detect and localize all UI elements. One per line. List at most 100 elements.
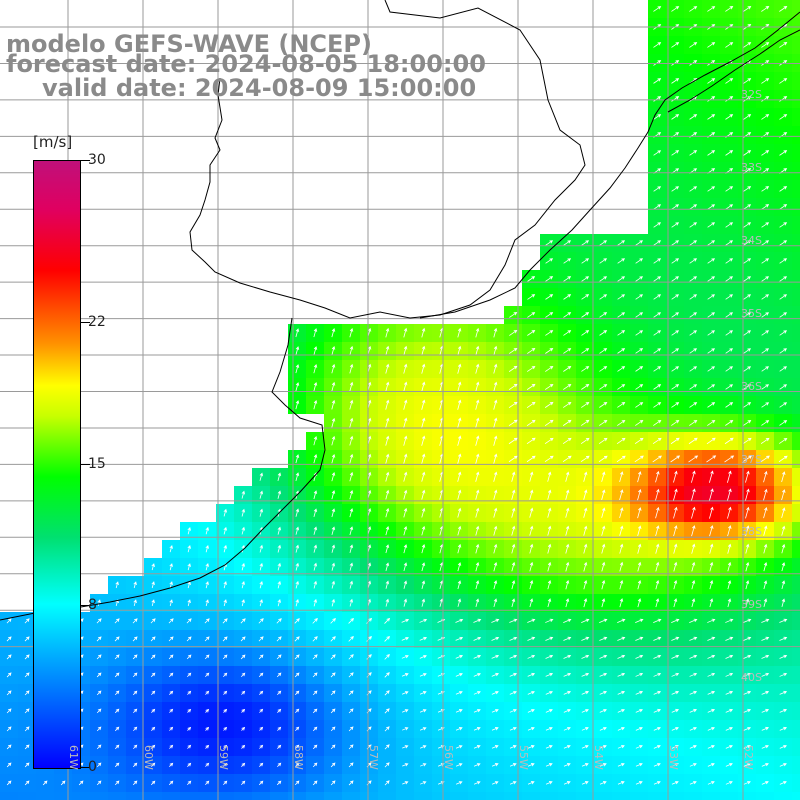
wind-arrow [725, 42, 734, 48]
wind-arrow [169, 563, 173, 571]
wind-arrow [779, 276, 788, 282]
wind-arrow [421, 435, 426, 446]
wind-arrow [779, 150, 788, 156]
wind-arrow [348, 780, 354, 786]
wind-arrow [491, 745, 499, 749]
wind-arrow [24, 636, 30, 642]
wind-arrow [385, 598, 390, 607]
wind-arrow [599, 366, 608, 372]
coastline-path [189, 0, 586, 319]
wind-arrow [743, 222, 752, 228]
wind-arrow [455, 709, 463, 713]
field-cell [540, 792, 558, 800]
wind-arrow [421, 580, 426, 589]
wind-arrow [671, 330, 680, 336]
wind-arrow [671, 672, 680, 677]
longitude-label: 52W [742, 745, 755, 770]
wind-arrow [617, 763, 625, 767]
wind-arrow [168, 636, 174, 642]
wind-arrow [96, 744, 102, 750]
wind-arrow [457, 399, 462, 410]
field-cell [792, 594, 800, 612]
wind-arrow [743, 42, 752, 48]
wind-arrow [635, 636, 644, 641]
wind-arrow [509, 654, 518, 659]
wind-arrow [349, 580, 354, 589]
wind-arrow [706, 455, 717, 463]
wind-arrow [96, 762, 102, 768]
wind-arrow [779, 384, 788, 390]
wind-arrow [241, 744, 246, 749]
wind-arrow [671, 258, 680, 264]
wind-arrow [691, 598, 696, 608]
wind-arrow [743, 330, 752, 336]
colorbar-tick-label: 22 [88, 313, 106, 330]
wind-arrow [313, 490, 318, 500]
wind-arrow [599, 402, 608, 408]
field-cell [792, 126, 800, 144]
wind-arrow [475, 381, 480, 392]
wind-arrow [707, 96, 716, 102]
wind-arrow [384, 672, 390, 678]
wind-arrow [761, 690, 770, 695]
wind-arrow [527, 276, 536, 282]
wind-arrow [493, 417, 498, 428]
longitude-label: 58W [292, 745, 305, 770]
wind-arrow [508, 383, 518, 390]
field-cell [792, 180, 800, 198]
wind-arrow [671, 636, 680, 641]
wind-arrow [133, 599, 137, 607]
wind-arrow [581, 618, 590, 623]
wind-arrow [689, 419, 698, 426]
wind-arrow [583, 489, 588, 500]
wind-arrow [96, 726, 102, 732]
wind-arrow [294, 636, 300, 642]
wind-arrow [150, 780, 156, 786]
wind-arrow [745, 543, 750, 554]
wind-arrow [725, 402, 734, 408]
wind-arrow [385, 453, 390, 464]
wind-arrow [637, 598, 642, 608]
field-cell [792, 36, 800, 54]
wind-arrow [707, 618, 716, 623]
wind-arrow [743, 618, 752, 623]
wind-arrow [97, 599, 101, 607]
wind-arrow [276, 618, 282, 624]
wind-arrow [779, 420, 788, 426]
wind-arrow [349, 598, 354, 607]
wind-arrow [312, 780, 318, 786]
wind-arrow [349, 327, 354, 338]
wind-arrow [331, 490, 336, 500]
wind-arrow [475, 562, 480, 572]
wind-arrow [743, 258, 752, 264]
field-cell [792, 486, 800, 504]
wind-arrow [781, 471, 786, 483]
wind-arrow [259, 544, 264, 553]
wind-arrow [599, 330, 608, 336]
wind-arrow [725, 294, 734, 300]
wind-arrow [509, 330, 518, 336]
wind-arrow [457, 327, 462, 338]
wind-arrow [150, 618, 156, 624]
wind-arrow [563, 240, 572, 246]
wind-arrow [653, 78, 662, 84]
field-cell [450, 792, 468, 800]
wind-arrow [652, 437, 662, 445]
latitude-label: 32S [741, 88, 762, 101]
wind-arrow [473, 781, 481, 785]
wind-arrow [707, 672, 716, 677]
wind-arrow [331, 328, 336, 338]
wind-arrow [419, 673, 427, 677]
wind-arrow [689, 276, 698, 282]
wind-arrow [689, 42, 698, 48]
field-cell [792, 0, 800, 18]
wind-arrow [655, 598, 660, 608]
field-cell [792, 792, 800, 800]
wind-arrow [653, 42, 662, 48]
wind-arrow [671, 204, 680, 210]
wind-arrow [384, 690, 390, 696]
wind-arrow [619, 561, 624, 572]
wind-arrow [545, 258, 554, 264]
wind-arrow [565, 507, 570, 518]
